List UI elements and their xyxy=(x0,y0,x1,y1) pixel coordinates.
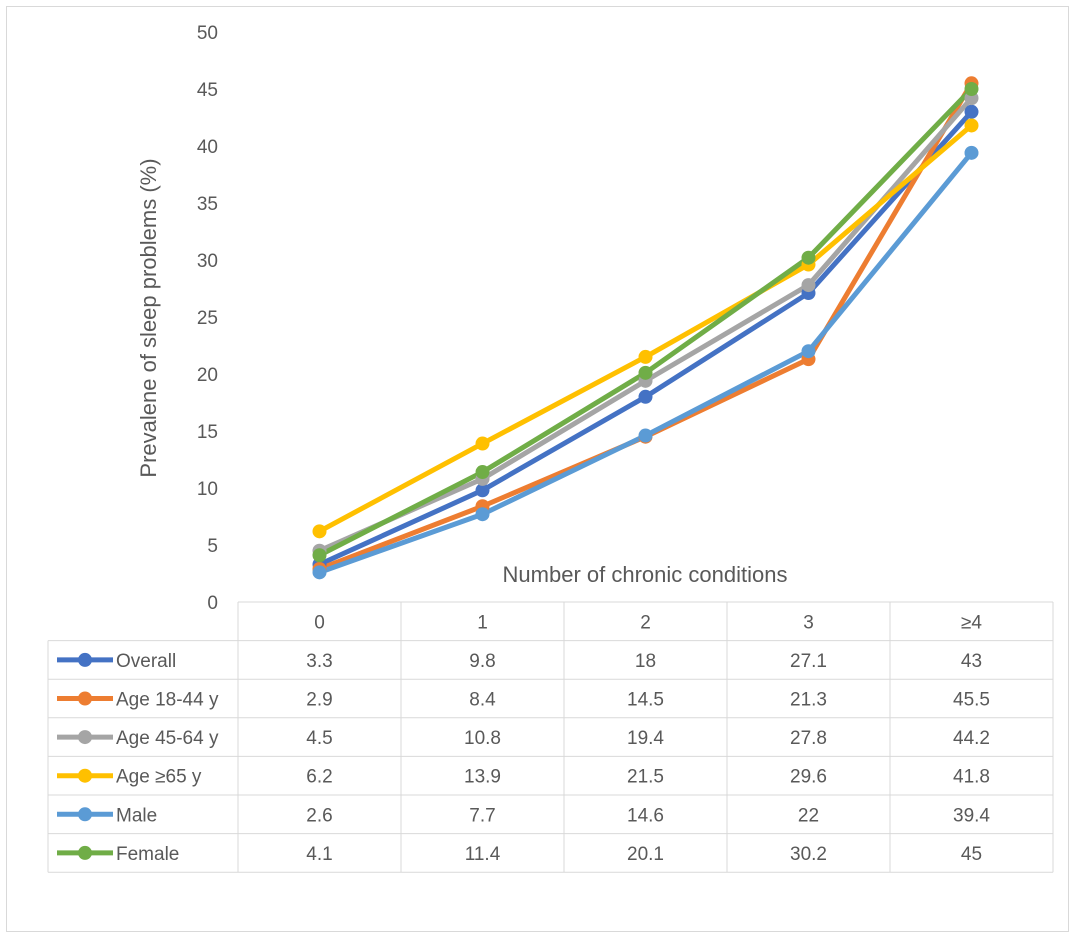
table-value: 11.4 xyxy=(465,844,501,865)
table-value: 21.5 xyxy=(627,767,664,788)
y-tick-label: 40 xyxy=(197,137,218,158)
data-point xyxy=(312,524,327,539)
table-value: 4.5 xyxy=(306,728,332,749)
table-value: 2.6 xyxy=(306,805,332,826)
table-value: 13.9 xyxy=(464,767,501,788)
x-category-label: 0 xyxy=(314,612,325,633)
y-tick-label: 0 xyxy=(207,593,218,614)
data-point xyxy=(638,349,653,364)
y-tick-label: 30 xyxy=(197,251,218,272)
table-value: 45 xyxy=(961,844,982,865)
legend-key-marker xyxy=(78,652,92,667)
legend-series-name: Age ≥65 y xyxy=(116,767,202,788)
table-value: 43 xyxy=(961,651,982,672)
legend-key-marker xyxy=(78,691,92,706)
y-tick-label: 50 xyxy=(197,23,218,44)
table-value: 30.2 xyxy=(790,844,827,865)
y-tick-label: 10 xyxy=(197,479,218,500)
table-value: 29.6 xyxy=(790,767,827,788)
table-value: 6.2 xyxy=(306,767,332,788)
data-point xyxy=(638,428,653,443)
table-value: 21.3 xyxy=(790,690,827,711)
legend-key-marker xyxy=(78,768,92,783)
data-point xyxy=(312,565,327,580)
legend-series-name: Overall xyxy=(116,651,176,672)
series-line xyxy=(317,86,974,558)
series-line xyxy=(317,122,974,534)
y-tick-label: 25 xyxy=(197,308,218,329)
data-point xyxy=(475,436,490,451)
x-category-label: ≥4 xyxy=(961,612,982,633)
table-value: 44.2 xyxy=(953,728,990,749)
x-category-label: 3 xyxy=(803,612,814,633)
data-point xyxy=(638,389,653,404)
table-value: 3.3 xyxy=(306,651,332,672)
table-value: 9.8 xyxy=(469,651,495,672)
legend-series-name: Male xyxy=(116,805,157,826)
table-value: 4.1 xyxy=(306,844,332,865)
series-line xyxy=(317,95,974,554)
legend-key-marker xyxy=(78,845,92,860)
legend-series-name: Female xyxy=(116,844,179,865)
data-point xyxy=(964,104,979,119)
legend-series-name: Age 18-44 y xyxy=(116,690,219,711)
x-axis-title: Number of chronic conditions xyxy=(503,562,788,587)
data-point xyxy=(801,250,816,265)
data-point xyxy=(475,483,490,498)
y-axis-title: Prevalene of sleep problems (%) xyxy=(136,158,161,477)
series-line xyxy=(317,80,974,572)
y-axis-ticks: 0 5 10 15 20 25 30 35 40 45 50 xyxy=(197,23,218,614)
data-point xyxy=(964,145,979,160)
table-value: 45.5 xyxy=(953,690,990,711)
y-tick-label: 45 xyxy=(197,80,218,101)
table-value: 27.8 xyxy=(790,728,827,749)
plot-area xyxy=(312,76,979,580)
x-category-label: 1 xyxy=(477,612,488,633)
data-point xyxy=(801,278,816,293)
table-value: 22 xyxy=(798,805,819,826)
x-category-label: 2 xyxy=(640,612,651,633)
table-value: 20.1 xyxy=(627,844,664,865)
legend-key-marker xyxy=(78,807,92,822)
table-value: 18 xyxy=(635,651,656,672)
y-tick-label: 15 xyxy=(197,422,218,443)
y-tick-label: 35 xyxy=(197,194,218,215)
table-value: 2.9 xyxy=(306,690,332,711)
y-tick-label: 20 xyxy=(197,365,218,386)
legend-key-marker xyxy=(78,730,92,745)
data-point xyxy=(475,465,490,480)
table-value: 19.4 xyxy=(627,728,664,749)
table-value: 14.6 xyxy=(627,805,664,826)
data-table: 0 1 2 3 ≥4 Overall 3.3 9.8 18 27.1 43 Age 18-44 y 2.… xyxy=(47,601,1054,873)
table-value: 8.4 xyxy=(469,690,496,711)
table-value: 39.4 xyxy=(953,805,990,826)
table-value: 14.5 xyxy=(627,690,664,711)
series-line xyxy=(317,109,974,567)
y-tick-label: 5 xyxy=(207,536,218,557)
table-value: 10.8 xyxy=(464,728,501,749)
table-value: 27.1 xyxy=(790,651,827,672)
chart-frame xyxy=(6,6,1069,932)
data-point xyxy=(964,82,979,96)
data-point xyxy=(638,365,653,380)
data-point xyxy=(475,507,490,522)
data-point xyxy=(964,118,979,133)
table-value: 41.8 xyxy=(953,767,990,788)
table-value: 7.7 xyxy=(469,805,495,826)
legend-series-name: Age 45-64 y xyxy=(116,728,219,749)
data-point xyxy=(312,548,327,563)
data-point xyxy=(801,344,816,359)
